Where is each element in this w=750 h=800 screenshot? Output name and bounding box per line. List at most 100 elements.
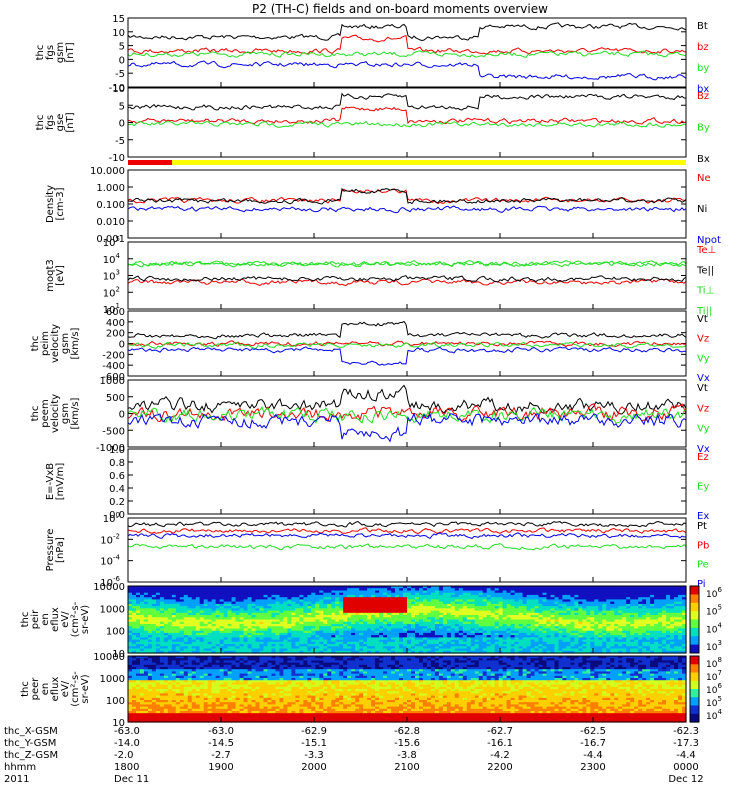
- spectrogram-cell: [163, 641, 169, 645]
- spectrogram-cell: [426, 612, 432, 616]
- spectrogram-cell: [586, 626, 591, 629]
- spectrogram-cell: [518, 601, 524, 605]
- spectrogram-cell: [175, 612, 181, 616]
- spectrogram-cell: [403, 606, 408, 609]
- spectrogram-cell: [554, 644, 560, 647]
- spectrogram-cell: [267, 650, 273, 654]
- spectrogram-cell: [438, 597, 444, 600]
- spectrogram-cell: [426, 599, 432, 603]
- spectrogram-cell: [375, 639, 380, 643]
- spectrogram-cell: [251, 612, 257, 616]
- spectrogram-cell: [422, 644, 428, 647]
- spectrogram-cell: [626, 617, 631, 621]
- spectrogram-cell: [175, 597, 181, 600]
- spectrogram-cell: [207, 617, 213, 621]
- spectrogram-cell: [554, 637, 560, 641]
- spectrogram-cell: [191, 588, 197, 591]
- spectrogram-cell: [438, 648, 444, 652]
- spectrogram-cell: [251, 621, 257, 625]
- spectrogram-cell: [383, 624, 388, 627]
- spectrogram-cell: [446, 588, 452, 591]
- spectrogram-cell: [430, 615, 436, 618]
- spectrogram-cell: [175, 693, 181, 697]
- spectrogram-cell: [243, 599, 249, 603]
- spectrogram-cell: [327, 632, 332, 636]
- spectrogram-cell: [155, 621, 161, 625]
- spectrogram-cell: [570, 601, 575, 605]
- spectrogram-cell: [291, 608, 296, 612]
- spectrogram-cell: [538, 606, 544, 609]
- spectrogram-cell: [175, 671, 181, 675]
- spectrogram-cell: [594, 610, 599, 614]
- spectrogram-cell: [155, 673, 161, 677]
- spectrogram-cell: [395, 626, 400, 629]
- spectrogram-cell: [143, 719, 149, 723]
- spectrogram-cell: [438, 594, 444, 598]
- spectrogram-cell: [554, 612, 560, 616]
- spectrogram-cell: [128, 693, 133, 697]
- spectrogram-cell: [650, 650, 655, 654]
- spectrogram-cell: [466, 601, 472, 605]
- spectrogram-cell: [140, 660, 145, 664]
- spectrogram-cell: [291, 594, 296, 598]
- spectrogram-cell: [598, 588, 603, 591]
- spectrogram-cell: [251, 626, 257, 629]
- spectrogram-cell: [343, 606, 348, 609]
- spectrogram-cell: [227, 637, 233, 641]
- spectrogram-cell: [211, 632, 217, 636]
- spectrogram-cell: [323, 628, 328, 632]
- spectrogram-cell: [630, 635, 635, 638]
- spectrogram-cell: [255, 599, 261, 603]
- spectrogram-cell: [136, 608, 141, 612]
- spectrogram-cell: [546, 597, 552, 600]
- spectrogram-cell: [411, 648, 416, 652]
- spectrogram-cell: [387, 639, 392, 643]
- spectrogram-cell: [171, 660, 177, 664]
- spectrogram-cell: [303, 617, 308, 621]
- spectrogram-cell: [411, 635, 416, 638]
- colorbar-swatch: [690, 594, 699, 604]
- spectrogram-cell: [506, 599, 512, 603]
- spectrogram-cell: [315, 588, 320, 591]
- spectrogram-cell: [136, 673, 141, 677]
- spectrogram-cell: [662, 588, 667, 591]
- spectrogram-cell: [634, 637, 639, 641]
- spectrogram-cell: [375, 599, 380, 603]
- spectrogram-cell: [602, 617, 607, 621]
- spectrogram-cell: [542, 603, 548, 607]
- spectrogram-cell: [458, 597, 464, 600]
- spectrogram-cell: [227, 606, 233, 609]
- spectrogram-cell: [191, 626, 197, 629]
- spectrogram-cell: [642, 586, 647, 589]
- spectrogram-cell: [155, 691, 161, 694]
- spectrogram-cell: [175, 704, 181, 708]
- spectrogram-cell: [654, 626, 659, 629]
- spectrogram-cell: [530, 608, 536, 612]
- spectrogram-cell: [478, 637, 484, 641]
- spectrogram-cell: [147, 671, 153, 675]
- spectrogram-cell: [207, 601, 213, 605]
- spectrogram-cell: [339, 597, 344, 600]
- spectrogram-cell: [638, 588, 643, 591]
- spectrogram-cell: [347, 626, 352, 629]
- spectrogram-cell: [263, 637, 269, 641]
- spectrogram-cell: [243, 650, 249, 654]
- spectrogram-cell: [666, 621, 671, 625]
- spectrogram-cell: [454, 608, 460, 612]
- spectrogram-cell: [147, 646, 153, 650]
- spectrogram-cell: [654, 641, 659, 645]
- spectrogram-cell: [239, 626, 245, 629]
- spectrogram-cell: [442, 630, 448, 634]
- spectrogram-cell: [267, 626, 273, 629]
- y-tick-label: 500: [106, 393, 125, 404]
- spectrogram-cell: [498, 624, 504, 627]
- spectrogram-cell: [171, 615, 177, 618]
- spectrogram-cell: [128, 637, 133, 641]
- spectrogram-cell: [303, 628, 308, 632]
- spectrogram-cell: [343, 590, 348, 594]
- spectrogram-cell: [279, 617, 285, 621]
- spectrogram-cell: [147, 628, 153, 632]
- spectrogram-cell: [267, 628, 273, 632]
- spectrogram-cell: [155, 658, 161, 661]
